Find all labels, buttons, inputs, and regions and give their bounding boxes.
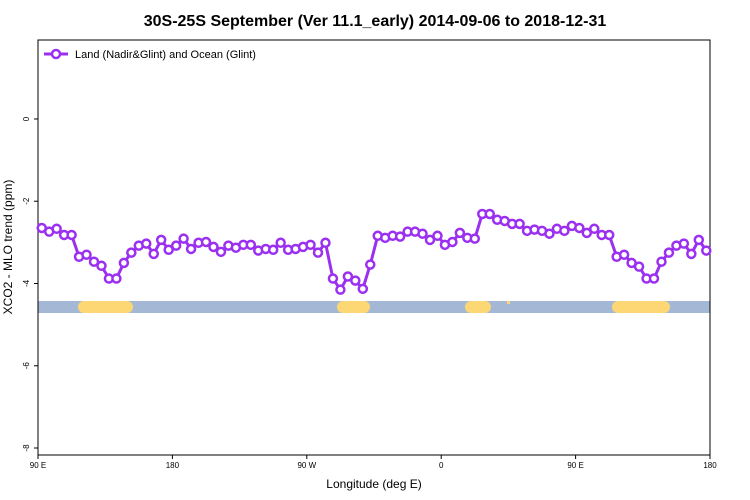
point <box>678 238 690 249</box>
point <box>141 238 152 249</box>
point <box>215 246 227 258</box>
point <box>312 247 324 258</box>
point <box>432 230 443 242</box>
legend-marker <box>50 48 62 60</box>
point <box>305 239 316 251</box>
point <box>320 237 331 249</box>
point <box>424 234 436 246</box>
ocean-band <box>38 301 710 313</box>
point <box>618 249 630 260</box>
point <box>163 244 174 256</box>
point <box>155 234 167 246</box>
point <box>126 247 137 258</box>
land-band <box>78 301 133 313</box>
series-line <box>41 212 708 293</box>
land-ocean-band <box>38 301 710 313</box>
land-band <box>337 301 370 313</box>
point <box>148 248 159 260</box>
point <box>469 233 481 244</box>
point <box>544 228 555 239</box>
y-tick-label: 0 <box>22 116 31 121</box>
point <box>663 247 675 258</box>
point <box>267 244 279 256</box>
point <box>559 225 570 237</box>
point <box>394 231 406 242</box>
land-band <box>507 301 510 304</box>
x-axis-label: Longitude (deg E) <box>326 477 421 491</box>
point <box>357 283 369 295</box>
point <box>185 243 197 255</box>
point <box>66 229 77 241</box>
point <box>701 245 712 256</box>
point <box>275 237 286 249</box>
point <box>342 271 354 282</box>
chart-title: 30S-25S September (Ver 11.1_early) 2014-… <box>144 13 607 30</box>
point <box>574 222 585 234</box>
point <box>484 208 495 220</box>
point <box>648 273 660 284</box>
point <box>656 256 667 267</box>
point <box>686 248 697 260</box>
point <box>208 241 219 253</box>
point <box>245 239 257 251</box>
point <box>447 236 458 248</box>
point <box>118 257 130 269</box>
point <box>96 260 107 272</box>
point <box>417 228 428 239</box>
y-tick-label: -6 <box>22 362 31 370</box>
land-band <box>465 301 491 313</box>
x-tick-label: 90 E <box>567 461 583 470</box>
point <box>335 284 346 295</box>
point <box>170 240 182 251</box>
y-tick-label: -4 <box>22 279 31 287</box>
point <box>589 223 600 235</box>
y-tick-label: -8 <box>22 444 31 452</box>
point <box>350 275 361 286</box>
land-band <box>612 301 670 313</box>
point <box>603 229 615 241</box>
point <box>693 234 705 246</box>
point <box>454 227 466 239</box>
x-tick-label: 90 W <box>297 461 316 470</box>
x-tick-label: 180 <box>703 461 717 470</box>
legend-label: Land (Nadir&Glint) and Ocean (Glint) <box>75 49 256 61</box>
point <box>81 249 92 260</box>
point <box>88 256 100 267</box>
x-tick-label: 90 E <box>30 461 46 470</box>
point <box>365 259 376 270</box>
x-tick-label: 0 <box>439 461 444 470</box>
point <box>327 273 339 284</box>
point <box>633 261 645 272</box>
point <box>514 218 525 230</box>
x-tick-label: 180 <box>166 461 180 470</box>
point <box>178 233 189 244</box>
point <box>581 227 593 239</box>
y-axis-label: XCO2 - MLO trend (ppm) <box>1 180 15 315</box>
point <box>111 273 122 284</box>
y-tick-label: -2 <box>22 197 31 205</box>
point <box>51 223 62 235</box>
point <box>200 236 212 248</box>
